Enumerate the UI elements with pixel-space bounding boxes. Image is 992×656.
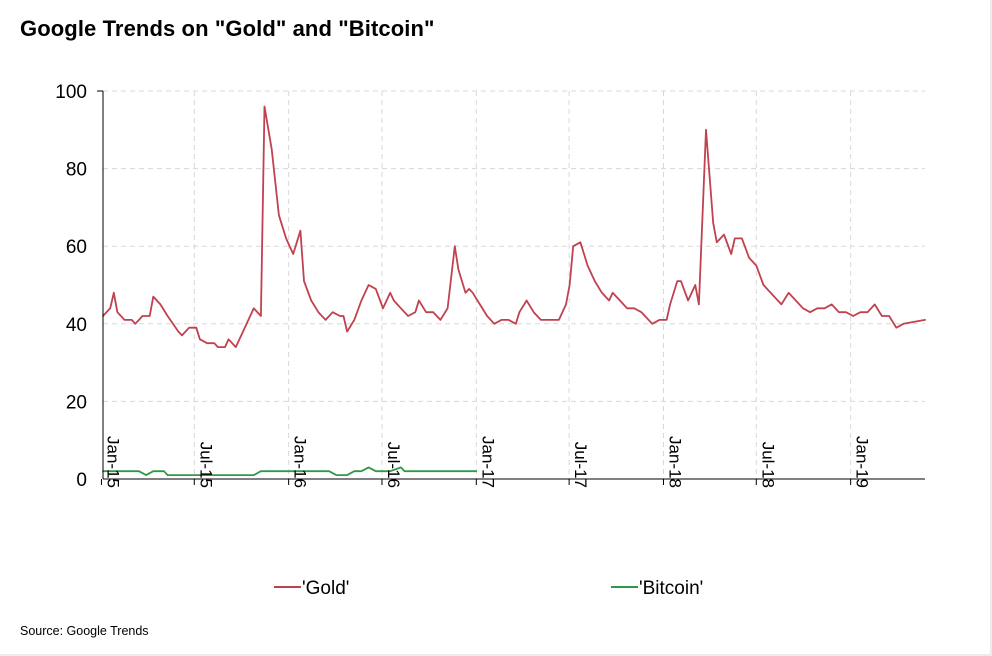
legend: 'Gold' 'Bitcoin' bbox=[274, 578, 703, 599]
legend-label: 'Bitcoin' bbox=[639, 578, 703, 599]
x-tick-label: Jan-16 bbox=[291, 436, 310, 488]
x-tick-label: Jul-16 bbox=[384, 442, 403, 488]
source-note: Source: Google Trends bbox=[20, 624, 149, 638]
axes: 0 20 40 60 80 100 Jan-15 Jul-15 Jan-16 Jul-16 Jan-… bbox=[55, 82, 925, 491]
x-tick-label: Jul-17 bbox=[571, 442, 590, 488]
y-tick-label: 80 bbox=[66, 160, 87, 181]
x-tick-label: Jan-17 bbox=[478, 436, 497, 488]
series-line-bitcoin bbox=[102, 466, 478, 477]
y-tick-label: 100 bbox=[55, 82, 87, 103]
legend-label: 'Gold' bbox=[302, 578, 349, 599]
y-tick-label: 60 bbox=[66, 237, 87, 258]
x-tick-label: Jul-15 bbox=[196, 442, 215, 488]
y-tick-label: 40 bbox=[66, 315, 87, 336]
series-line-gold bbox=[102, 105, 926, 349]
x-tick-label: Jan-18 bbox=[665, 436, 684, 488]
x-tick-label: Jan-19 bbox=[853, 436, 872, 488]
chart-title: Google Trends on "Gold" and "Bitcoin" bbox=[20, 16, 435, 41]
series-lines bbox=[102, 105, 926, 477]
y-tick-label: 20 bbox=[66, 392, 87, 413]
grid-lines bbox=[103, 90, 925, 479]
y-tick-label: 0 bbox=[76, 470, 87, 491]
x-tick-label: Jan-15 bbox=[103, 436, 122, 488]
x-tick-label: Jul-18 bbox=[758, 442, 777, 488]
